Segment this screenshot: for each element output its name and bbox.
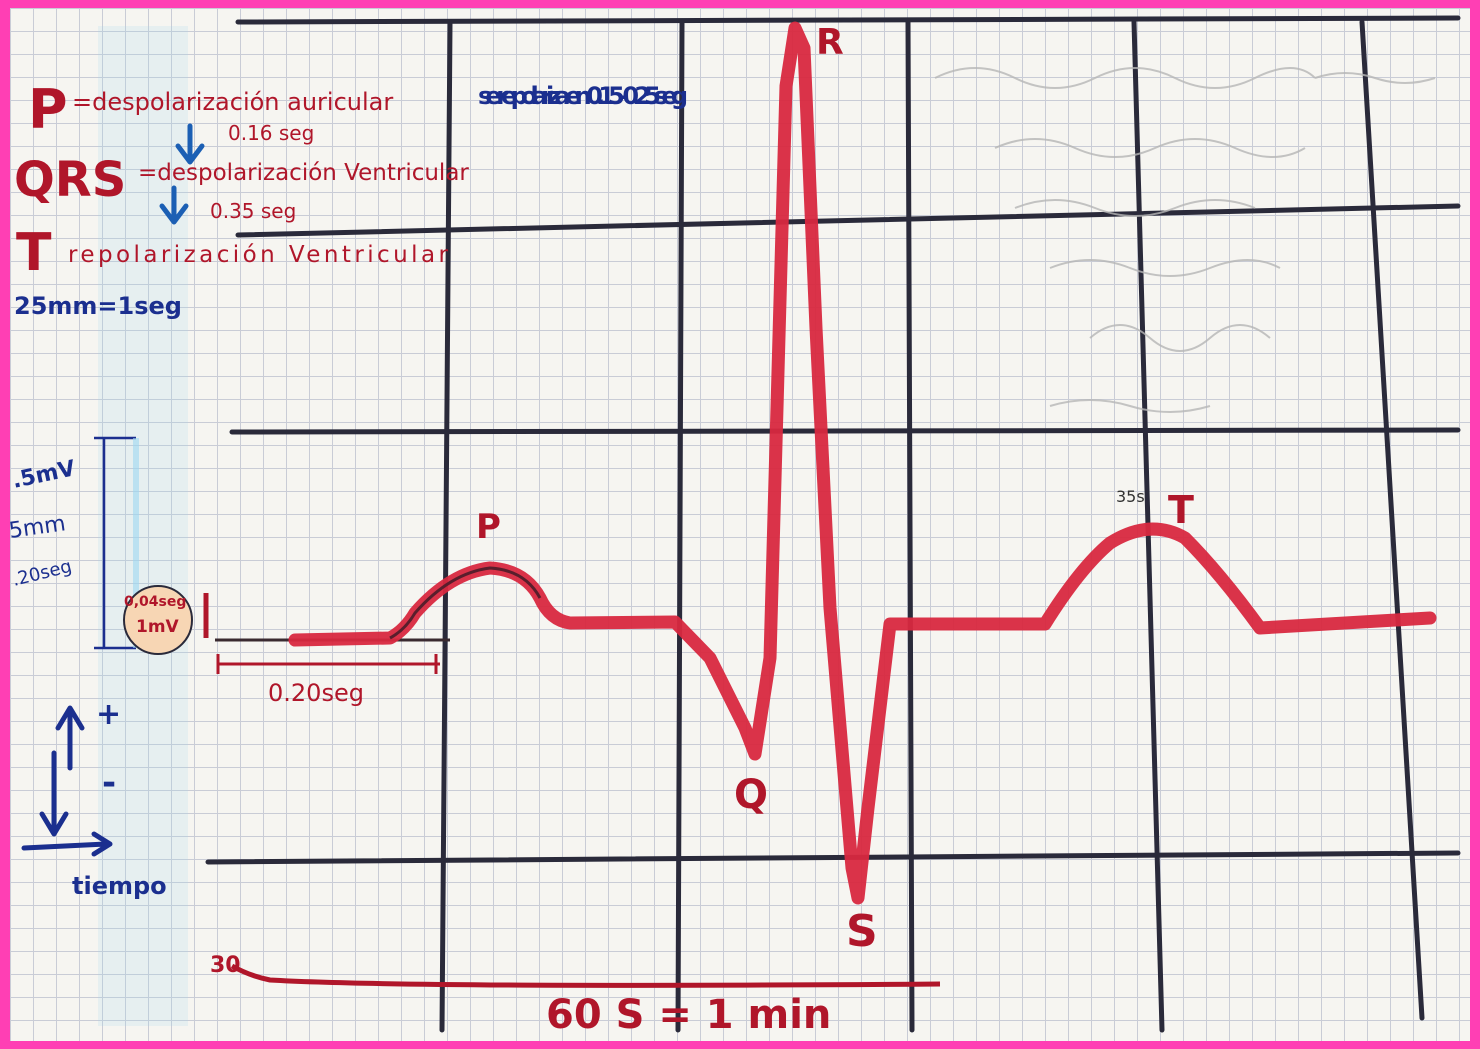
ecg-trace: [288, 21, 1437, 905]
interval-bracket: [216, 654, 440, 674]
time-line: [230, 963, 941, 988]
p-duration: 0.16 seg: [228, 121, 314, 145]
bleed-through-notes: [934, 67, 1436, 413]
interval-label: 0.20seg: [268, 679, 364, 707]
voltage-label: .5mV: [10, 456, 77, 494]
r-wave-label: R: [816, 22, 844, 63]
qrs-duration: 0.35 seg: [210, 199, 296, 223]
distance-label: 5mm: [10, 511, 67, 544]
ecg-diagram: P =despolarización auricular 0.16 seg se…: [10, 15, 1461, 1038]
time-axis-label: tiempo: [72, 872, 167, 900]
arrow-down-icon: [39, 750, 69, 837]
legend-arrows: [159, 123, 205, 225]
arrow-down-icon: [159, 185, 189, 225]
t-description: repolarización Ventricular: [68, 242, 449, 268]
p-wave-outline: [389, 566, 542, 640]
q-wave-label: Q: [734, 772, 768, 818]
calibration-time: 0,04seg: [124, 594, 186, 610]
qrs-description: =despolarización Ventricular: [138, 160, 469, 186]
arrow-up-icon: [55, 705, 85, 771]
arrow-down-icon: [175, 123, 205, 165]
arrow-right-icon: [21, 831, 113, 857]
p-description: =despolarización auricular: [72, 88, 393, 116]
t-wave-note: 35s: [1116, 487, 1145, 506]
time-start-label: 30: [210, 953, 241, 978]
minus-sign: -: [102, 763, 116, 803]
major-grid: [205, 15, 1461, 1033]
plus-sign: +: [96, 697, 121, 732]
time-label: .20seg: [10, 556, 74, 591]
p-wave-label: P: [476, 507, 501, 547]
p-label: P: [28, 78, 68, 141]
time-total-label: 60 S = 1 min: [546, 992, 831, 1038]
graph-paper: P =despolarización auricular 0.16 seg se…: [10, 8, 1470, 1041]
t-label: T: [16, 223, 52, 283]
t-wave-label: T: [1168, 488, 1194, 532]
qrs-label: QRS: [14, 152, 126, 208]
repolarization-note: se repolariza en 0.15 -0.25seg: [478, 82, 688, 110]
calibration-circle: [123, 585, 193, 655]
paper-speed: 25mm=1seg: [14, 292, 182, 320]
polarity-arrows: [21, 705, 113, 857]
s-wave-label: S: [846, 906, 878, 957]
calibration-voltage: 1mV: [136, 617, 180, 637]
